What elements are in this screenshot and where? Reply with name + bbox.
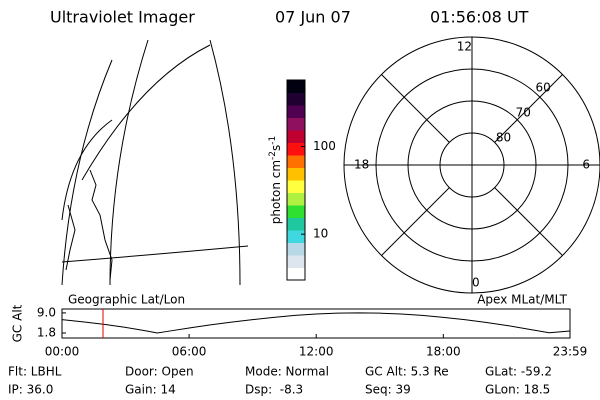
mlt-label: 6 (582, 158, 590, 172)
unit: s (269, 145, 283, 151)
geo-map (61, 39, 249, 286)
mlt-label: 0 (472, 276, 480, 290)
color-step (287, 117, 305, 131)
y-tick-label: 1.8 (37, 325, 56, 339)
map-grid (109, 39, 149, 286)
color-step (287, 142, 305, 156)
info-field: GLon: 18.5 (485, 383, 550, 397)
color-step (287, 167, 305, 181)
tick-label: 100 (313, 139, 336, 153)
color-step (287, 155, 305, 168)
diagonal (494, 187, 563, 256)
mlt-label: 12 (457, 40, 472, 54)
diagonal (381, 74, 450, 143)
info-field: IP: 36.0 (8, 383, 53, 397)
info-field: Gain: 14 (125, 383, 176, 397)
colorbar-frame (286, 79, 306, 281)
color-step (287, 217, 305, 231)
x-tick-label: 18:00 (426, 345, 461, 359)
map-grid (209, 39, 241, 286)
date: 07 Jun 07 (275, 8, 351, 27)
coastline (65, 169, 113, 281)
info-field: Door: Open (125, 365, 194, 379)
diagonal (494, 74, 563, 143)
diagonal (381, 187, 450, 256)
y-tick-label: 9.0 (37, 305, 56, 319)
map-label: Geographic Lat/Lon (68, 293, 185, 307)
info-field: Seq: 39 (365, 383, 411, 397)
x-tick-label: 00:00 (45, 345, 80, 359)
exponent: -2 (268, 151, 278, 160)
tick-label: 10 (313, 227, 328, 241)
map-grid (61, 119, 113, 221)
y-label: GC Alt (11, 304, 25, 342)
color-step (287, 205, 305, 218)
color-step (287, 105, 305, 118)
map-grid (61, 245, 249, 263)
x-tick-label: 12:00 (299, 345, 334, 359)
color-step (287, 230, 305, 243)
info-field: GC Alt: 5.3 Re (365, 365, 449, 379)
exponent: -1 (268, 136, 278, 145)
lat-label: 60 (536, 81, 551, 95)
altitude-line (61, 312, 571, 334)
color-step (287, 130, 305, 143)
info-field: Dsp: -8.3 (245, 383, 303, 397)
x-tick-label: 23:59 (553, 345, 588, 359)
lat-label: 80 (496, 131, 511, 145)
polar-label: Apex MLat/MLT (477, 293, 567, 307)
info-field: Mode: Normal (245, 365, 329, 379)
title: Ultraviolet Imager (50, 8, 195, 27)
mlt-label: 18 (354, 158, 369, 172)
color-step (287, 80, 305, 93)
color-step (287, 92, 305, 106)
color-step (287, 242, 305, 256)
color-step (287, 267, 305, 281)
x-tick-label: 06:00 (172, 345, 207, 359)
color-step (287, 192, 305, 206)
color-step (287, 255, 305, 268)
unit: photon cm (269, 160, 283, 224)
time: 01:56:08 UT (430, 8, 529, 27)
map-grid (61, 59, 113, 286)
lat-label: 70 (516, 106, 531, 120)
info-field: GLat: -59.2 (485, 365, 552, 379)
info-field: Flt: LBHL (8, 365, 62, 379)
color-step (287, 180, 305, 193)
map-grid (81, 44, 211, 181)
colorbar-label: photon cm-2s-1 (268, 136, 283, 225)
